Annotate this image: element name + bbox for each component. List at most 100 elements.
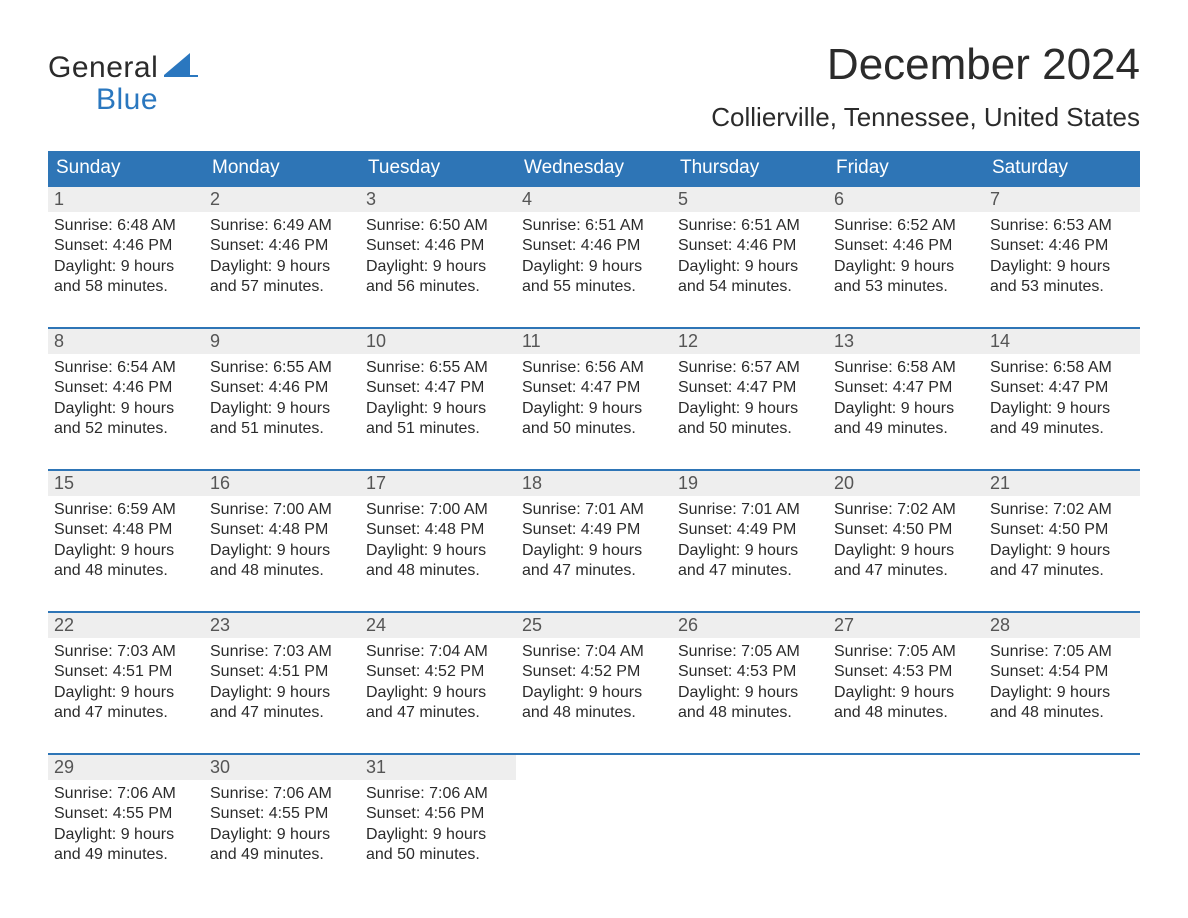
day-cell: 11Sunrise: 6:56 AMSunset: 4:47 PMDayligh… bbox=[516, 329, 672, 455]
sunset-text: Sunset: 4:47 PM bbox=[522, 378, 666, 398]
day-number: 22 bbox=[48, 613, 204, 638]
day-cell: 10Sunrise: 6:55 AMSunset: 4:47 PMDayligh… bbox=[360, 329, 516, 455]
day-body: Sunrise: 6:54 AMSunset: 4:46 PMDaylight:… bbox=[48, 358, 204, 440]
daylight-line1: Daylight: 9 hours bbox=[366, 399, 510, 419]
day-cell: 8 Sunrise: 6:54 AMSunset: 4:46 PMDaylight… bbox=[48, 329, 204, 455]
sail-icon bbox=[164, 52, 198, 84]
sunrise-text: Sunrise: 7:03 AM bbox=[54, 642, 198, 662]
day-cell: 20Sunrise: 7:02 AMSunset: 4:50 PMDayligh… bbox=[828, 471, 984, 597]
week-row: 29Sunrise: 7:06 AMSunset: 4:55 PMDayligh… bbox=[48, 753, 1140, 881]
daylight-line2: and 51 minutes. bbox=[210, 419, 354, 439]
daylight-line1: Daylight: 9 hours bbox=[54, 541, 198, 561]
daylight-line2: and 48 minutes. bbox=[990, 703, 1134, 723]
day-body: Sunrise: 7:01 AMSunset: 4:49 PMDaylight:… bbox=[672, 500, 828, 582]
sunrise-text: Sunrise: 7:00 AM bbox=[366, 500, 510, 520]
daylight-line2: and 47 minutes. bbox=[522, 561, 666, 581]
sunrise-text: Sunrise: 6:55 AM bbox=[366, 358, 510, 378]
day-cell: 21 Sunrise: 7:02 AMSunset: 4:50 PMDayligh… bbox=[984, 471, 1140, 597]
sunset-text: Sunset: 4:49 PM bbox=[522, 520, 666, 540]
daylight-line1: Daylight: 9 hours bbox=[54, 683, 198, 703]
weekday-header: Thursday bbox=[672, 151, 828, 185]
daylight-line1: Daylight: 9 hours bbox=[990, 257, 1134, 277]
day-number: 7 bbox=[984, 187, 1140, 212]
day-number: 13 bbox=[828, 329, 984, 354]
weekday-header: Monday bbox=[204, 151, 360, 185]
sunrise-text: Sunrise: 7:03 AM bbox=[210, 642, 354, 662]
day-body: Sunrise: 7:03 AMSunset: 4:51 PMDaylight:… bbox=[48, 642, 204, 724]
day-number: 18 bbox=[516, 471, 672, 496]
day-cell: 6 Sunrise: 6:52 AMSunset: 4:46 PMDaylight… bbox=[828, 187, 984, 313]
day-cell: 7 Sunrise: 6:53 AMSunset: 4:46 PMDaylight… bbox=[984, 187, 1140, 313]
day-body: Sunrise: 6:53 AMSunset: 4:46 PMDaylight:… bbox=[984, 216, 1140, 298]
day-cell: 27Sunrise: 7:05 AMSunset: 4:53 PMDayligh… bbox=[828, 613, 984, 739]
day-number: 30 bbox=[204, 755, 360, 780]
sunrise-text: Sunrise: 7:02 AM bbox=[990, 500, 1134, 520]
day-number: 6 bbox=[828, 187, 984, 212]
day-body: Sunrise: 6:58 AMSunset: 4:47 PMDaylight:… bbox=[828, 358, 984, 440]
daylight-line1: Daylight: 9 hours bbox=[54, 257, 198, 277]
daylight-line2: and 48 minutes. bbox=[366, 561, 510, 581]
day-body: Sunrise: 6:49 AMSunset: 4:46 PMDaylight:… bbox=[204, 216, 360, 298]
sunrise-text: Sunrise: 6:54 AM bbox=[54, 358, 198, 378]
week-row: 15Sunrise: 6:59 AMSunset: 4:48 PMDayligh… bbox=[48, 469, 1140, 597]
sunset-text: Sunset: 4:54 PM bbox=[990, 662, 1134, 682]
day-number: 8 bbox=[48, 329, 204, 354]
calendar: Sunday Monday Tuesday Wednesday Thursday… bbox=[48, 151, 1140, 881]
day-cell: 16Sunrise: 7:00 AMSunset: 4:48 PMDayligh… bbox=[204, 471, 360, 597]
sunset-text: Sunset: 4:51 PM bbox=[54, 662, 198, 682]
daylight-line1: Daylight: 9 hours bbox=[522, 399, 666, 419]
day-cell: 19Sunrise: 7:01 AMSunset: 4:49 PMDayligh… bbox=[672, 471, 828, 597]
sunrise-text: Sunrise: 7:06 AM bbox=[366, 784, 510, 804]
logo: General Blue bbox=[48, 52, 198, 115]
day-cell: 29Sunrise: 7:06 AMSunset: 4:55 PMDayligh… bbox=[48, 755, 204, 881]
week-row: 8Sunrise: 6:54 AMSunset: 4:46 PMDaylight… bbox=[48, 327, 1140, 455]
weekday-header: Saturday bbox=[984, 151, 1140, 185]
day-number: 10 bbox=[360, 329, 516, 354]
day-body: Sunrise: 7:05 AMSunset: 4:53 PMDaylight:… bbox=[828, 642, 984, 724]
sunrise-text: Sunrise: 6:51 AM bbox=[522, 216, 666, 236]
day-body: Sunrise: 6:51 AMSunset: 4:46 PMDaylight:… bbox=[516, 216, 672, 298]
sunset-text: Sunset: 4:46 PM bbox=[54, 378, 198, 398]
daylight-line1: Daylight: 9 hours bbox=[522, 541, 666, 561]
heading: December 2024 Collierville, Tennessee, U… bbox=[711, 40, 1140, 133]
day-body: Sunrise: 7:02 AMSunset: 4:50 PMDaylight:… bbox=[984, 500, 1140, 582]
sunrise-text: Sunrise: 6:57 AM bbox=[678, 358, 822, 378]
weekday-header: Tuesday bbox=[360, 151, 516, 185]
daylight-line1: Daylight: 9 hours bbox=[210, 825, 354, 845]
day-number: 17 bbox=[360, 471, 516, 496]
day-body: Sunrise: 7:06 AMSunset: 4:55 PMDaylight:… bbox=[204, 784, 360, 866]
day-body: Sunrise: 7:06 AMSunset: 4:55 PMDaylight:… bbox=[48, 784, 204, 866]
daylight-line2: and 48 minutes. bbox=[210, 561, 354, 581]
day-number: 21 bbox=[984, 471, 1140, 496]
sunset-text: Sunset: 4:53 PM bbox=[678, 662, 822, 682]
day-number: 31 bbox=[360, 755, 516, 780]
day-body: Sunrise: 6:48 AMSunset: 4:46 PMDaylight:… bbox=[48, 216, 204, 298]
daylight-line2: and 58 minutes. bbox=[54, 277, 198, 297]
day-body: Sunrise: 6:59 AMSunset: 4:48 PMDaylight:… bbox=[48, 500, 204, 582]
day-cell: 3Sunrise: 6:50 AMSunset: 4:46 PMDaylight… bbox=[360, 187, 516, 313]
day-body: Sunrise: 6:51 AMSunset: 4:46 PMDaylight:… bbox=[672, 216, 828, 298]
week-row: 22Sunrise: 7:03 AMSunset: 4:51 PMDayligh… bbox=[48, 611, 1140, 739]
sunrise-text: Sunrise: 7:06 AM bbox=[210, 784, 354, 804]
day-cell: 28Sunrise: 7:05 AMSunset: 4:54 PMDayligh… bbox=[984, 613, 1140, 739]
daylight-line1: Daylight: 9 hours bbox=[678, 541, 822, 561]
daylight-line2: and 52 minutes. bbox=[54, 419, 198, 439]
logo-word2: Blue bbox=[96, 84, 198, 116]
day-cell: 1Sunrise: 6:48 AMSunset: 4:46 PMDaylight… bbox=[48, 187, 204, 313]
daylight-line1: Daylight: 9 hours bbox=[210, 683, 354, 703]
daylight-line1: Daylight: 9 hours bbox=[210, 399, 354, 419]
daylight-line1: Daylight: 9 hours bbox=[54, 825, 198, 845]
weekday-header-row: Sunday Monday Tuesday Wednesday Thursday… bbox=[48, 151, 1140, 185]
sunrise-text: Sunrise: 6:59 AM bbox=[54, 500, 198, 520]
daylight-line2: and 49 minutes. bbox=[54, 845, 198, 865]
sunset-text: Sunset: 4:46 PM bbox=[210, 378, 354, 398]
day-cell: 18Sunrise: 7:01 AMSunset: 4:49 PMDayligh… bbox=[516, 471, 672, 597]
daylight-line1: Daylight: 9 hours bbox=[990, 399, 1134, 419]
daylight-line2: and 49 minutes. bbox=[990, 419, 1134, 439]
sunset-text: Sunset: 4:46 PM bbox=[210, 236, 354, 256]
daylight-line1: Daylight: 9 hours bbox=[834, 541, 978, 561]
sunset-text: Sunset: 4:46 PM bbox=[54, 236, 198, 256]
day-body: Sunrise: 6:52 AMSunset: 4:46 PMDaylight:… bbox=[828, 216, 984, 298]
daylight-line1: Daylight: 9 hours bbox=[366, 825, 510, 845]
daylight-line2: and 56 minutes. bbox=[366, 277, 510, 297]
